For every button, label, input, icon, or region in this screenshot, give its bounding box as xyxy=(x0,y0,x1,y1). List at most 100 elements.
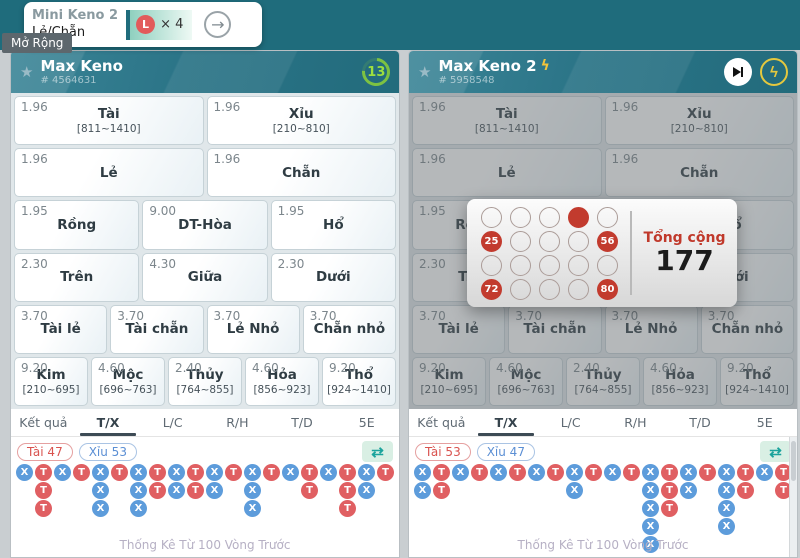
bead-tai: T xyxy=(699,464,716,481)
bet-thuy[interactable]: 2.40 Thủy [764~855] xyxy=(168,356,242,407)
bet-duoi[interactable]: 2.30 Dưới xyxy=(270,252,396,302)
tab-tx[interactable]: T/X xyxy=(474,409,539,436)
odds-value: 1.96 xyxy=(419,152,446,167)
scrollbar-thumb[interactable] xyxy=(791,441,796,481)
bet-range: [210~695] xyxy=(420,383,478,396)
bead-column: X xyxy=(604,464,621,553)
tab-td[interactable]: T/D xyxy=(689,415,711,430)
bet-le[interactable]: 1.96 Lẻ xyxy=(14,148,204,198)
bet-rong[interactable]: 1.95 Rồng xyxy=(14,200,140,250)
bet-xiu[interactable]: 1.96 Xỉu [210~810] xyxy=(206,96,396,146)
bead-tai: T xyxy=(661,500,678,517)
odds-value: 3.70 xyxy=(21,308,48,323)
ball-empty xyxy=(510,230,531,252)
tab-lc[interactable]: L/C xyxy=(162,415,183,430)
bet-kim[interactable]: 9.20 Kim [210~695] xyxy=(14,356,88,407)
bead-tai: T xyxy=(73,464,90,481)
tab-td[interactable]: T/D xyxy=(291,415,313,430)
odds-value: 3.70 xyxy=(213,308,241,323)
stats-pills: Tài 47 Xỉu 53 ⇄ xyxy=(17,441,393,462)
bead-tai: T xyxy=(263,464,280,481)
bead-xiu: X xyxy=(168,464,185,481)
bead-column: T xyxy=(111,464,128,517)
tab-lc[interactable]: L/C xyxy=(560,415,581,430)
stats-tabbar: Kết quả T/X L/C R/H T/D 5E xyxy=(409,409,797,437)
tab-tx[interactable]: T/X xyxy=(76,409,141,436)
odds-value: 1.96 xyxy=(611,152,639,167)
countdown-timer: 13 xyxy=(356,52,396,92)
bet-tho[interactable]: 9.20 Thổ [924~1410] xyxy=(322,356,396,407)
bet-label: Chẵn nhỏ xyxy=(711,321,784,338)
tab-rh[interactable]: R/H xyxy=(226,415,249,430)
bead-tai: T xyxy=(339,464,356,481)
turbo-button[interactable]: ϟ xyxy=(760,58,788,86)
odds-value: 3.70 xyxy=(419,308,446,323)
star-icon[interactable]: ★ xyxy=(20,63,34,81)
bet-moc: 4.60 Mộc [696~763] xyxy=(489,356,563,407)
bet-dt-hoa[interactable]: 9.00 DT-Hòa xyxy=(142,200,268,250)
tab-ket-qua[interactable]: Kết quả xyxy=(19,415,68,430)
bet-tai-le[interactable]: 3.70 Tài lẻ xyxy=(14,304,108,354)
bead-tai: T xyxy=(35,482,52,499)
bet-tho: 9.20 Thổ [924~1410] xyxy=(720,356,794,407)
bet-le-nho[interactable]: 3.70 Lẻ Nhỏ xyxy=(206,304,300,354)
tab-rh[interactable]: R/H xyxy=(624,415,647,430)
skip-button[interactable] xyxy=(724,58,752,86)
bead-xiu: X xyxy=(756,464,773,481)
odds-value: 1.96 xyxy=(21,100,48,114)
bead-xiu: X xyxy=(54,464,71,481)
ball-empty xyxy=(510,278,531,300)
bead-xiu: X xyxy=(604,464,621,481)
round-id: # 4564631 xyxy=(40,74,97,86)
bead-tai: T xyxy=(433,464,450,481)
total-block: Tổng cộng 177 xyxy=(642,230,727,277)
bet-ho[interactable]: 1.95 Hổ xyxy=(270,200,396,250)
bead-xiu: X xyxy=(92,464,109,481)
scrollbar[interactable] xyxy=(789,437,797,557)
ball-drawn: 25 xyxy=(481,230,502,252)
arrow-right-icon[interactable]: → xyxy=(204,11,232,38)
bet-chan[interactable]: 1.96 Chẵn xyxy=(206,148,396,198)
bet-label: Tài chẵn xyxy=(125,321,189,338)
bead-tai: T xyxy=(301,464,318,481)
bead-column: X xyxy=(54,464,71,517)
bead-column: X xyxy=(320,464,337,517)
divider xyxy=(630,211,632,295)
odds-value: 4.60 xyxy=(252,360,279,375)
ball-drawn xyxy=(568,206,589,228)
tab-5e[interactable]: 5E xyxy=(756,415,773,430)
odds-value: 4.60 xyxy=(98,360,125,375)
result-popup: 25 56 72 80 Tổng cộng 177 xyxy=(467,199,737,307)
tab-5e[interactable]: 5E xyxy=(358,415,375,430)
bet-giua[interactable]: 4.30 Giữa xyxy=(142,252,268,302)
bet-tai[interactable]: 1.96 Tài [811~1410] xyxy=(14,96,204,146)
bet-moc[interactable]: 4.60 Mộc [696~763] xyxy=(91,356,165,407)
bet-tren[interactable]: 2.30 Trên xyxy=(14,252,140,302)
ball-drawn: 56 xyxy=(597,230,618,252)
star-icon[interactable]: ★ xyxy=(418,63,432,81)
total-label: Tổng cộng xyxy=(643,229,726,246)
bead-xiu: X xyxy=(168,482,185,499)
bet-label: Tài chẵn xyxy=(523,321,587,338)
swap-view-button[interactable]: ⇄ xyxy=(362,441,393,462)
bet-label: Kim xyxy=(434,366,464,383)
bead-xiu: X xyxy=(642,464,659,481)
bead-tai: T xyxy=(623,464,640,481)
swap-view-button[interactable]: ⇄ xyxy=(760,441,791,462)
bet-xiu: 1.96 Xỉu [210~810] xyxy=(604,96,794,146)
bet-tai-chan[interactable]: 3.70 Tài chẵn xyxy=(110,304,204,354)
tab-ket-qua[interactable]: Kết quả xyxy=(417,415,466,430)
bet-hoa[interactable]: 4.60 Hỏa [856~923] xyxy=(245,356,319,407)
bet-chan-nho[interactable]: 3.70 Chẵn nhỏ xyxy=(302,304,396,354)
ball-empty xyxy=(568,254,589,276)
odds-value: 4.30 xyxy=(149,256,177,271)
bet-range: [811~1410] xyxy=(474,123,539,136)
total-value: 177 xyxy=(655,243,714,277)
